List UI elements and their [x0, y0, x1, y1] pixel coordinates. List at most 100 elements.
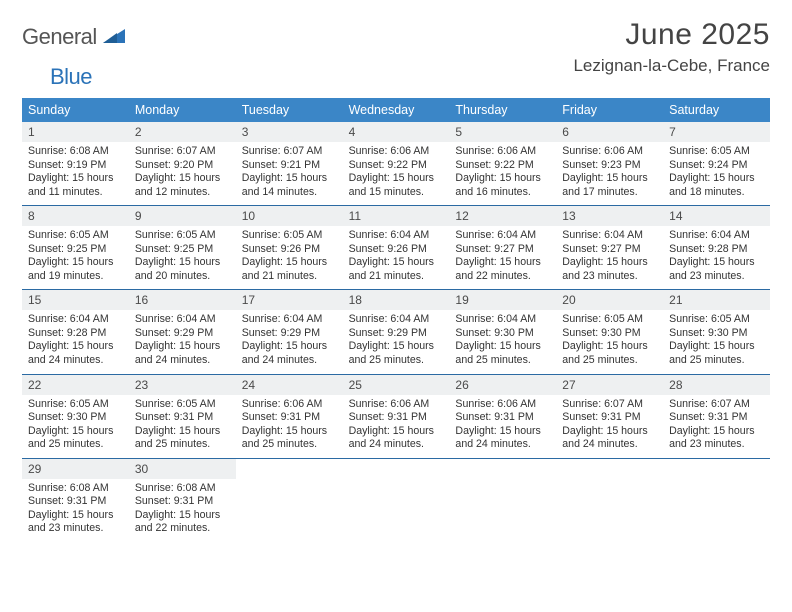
day-details: Sunrise: 6:07 AMSunset: 9:31 PMDaylight:… — [663, 398, 770, 452]
week-row: 22 Sunrise: 6:05 AMSunset: 9:30 PMDayligh… — [22, 375, 770, 459]
day-number: 19 — [449, 290, 556, 310]
week-row: 29Sunrise: 6:08 AMSunset: 9:31 PMDayligh… — [22, 459, 770, 542]
day-details: Sunrise: 6:04 AMSunset: 9:29 PMDaylight:… — [129, 313, 236, 367]
day-cell — [663, 459, 770, 542]
day-cell: 10 Sunrise: 6:05 AMSunset: 9:26 PMDayligh… — [236, 206, 343, 289]
day-details: Sunrise: 6:05 AMSunset: 9:25 PMDaylight:… — [22, 229, 129, 283]
day-details: Sunrise: 6:05 AMSunset: 9:30 PMDaylight:… — [663, 313, 770, 367]
day-details: Sunrise: 6:06 AMSunset: 9:22 PMDaylight:… — [343, 145, 450, 199]
day-details: Sunrise: 6:08 AMSunset: 9:31 PMDaylight:… — [129, 482, 236, 536]
day-number: 30 — [129, 459, 236, 479]
week-row: 8Sunrise: 6:05 AMSunset: 9:25 PMDaylight… — [22, 206, 770, 290]
day-details: Sunrise: 6:05 AMSunset: 9:24 PMDaylight:… — [663, 145, 770, 199]
weekday-monday: Monday — [129, 98, 236, 122]
location: Lezignan-la-Cebe, France — [573, 56, 770, 76]
calendar: Sunday Monday Tuesday Wednesday Thursday… — [22, 98, 770, 542]
day-cell: 11 Sunrise: 6:04 AMSunset: 9:26 PMDayligh… — [343, 206, 450, 289]
day-cell — [556, 459, 663, 542]
day-details: Sunrise: 6:05 AMSunset: 9:30 PMDaylight:… — [556, 313, 663, 367]
day-number: 22 — [22, 375, 129, 395]
month-title: June 2025 — [573, 18, 770, 52]
day-number: 27 — [556, 375, 663, 395]
day-cell: 19 Sunrise: 6:04 AMSunset: 9:30 PMDayligh… — [449, 290, 556, 373]
weekday-saturday: Saturday — [663, 98, 770, 122]
day-cell: 27 Sunrise: 6:07 AMSunset: 9:31 PMDayligh… — [556, 375, 663, 458]
day-cell: 30 Sunrise: 6:08 AMSunset: 9:31 PMDayligh… — [129, 459, 236, 542]
logo: General — [22, 18, 127, 50]
day-details: Sunrise: 6:06 AMSunset: 9:23 PMDaylight:… — [556, 145, 663, 199]
day-number: 13 — [556, 206, 663, 226]
day-details: Sunrise: 6:04 AMSunset: 9:29 PMDaylight:… — [343, 313, 450, 367]
day-number: 23 — [129, 375, 236, 395]
day-number: 5 — [449, 122, 556, 142]
day-cell: 2 Sunrise: 6:07 AMSunset: 9:20 PMDaylight… — [129, 122, 236, 205]
day-number: 21 — [663, 290, 770, 310]
day-cell: 29 Sunrise: 6:08 AMSunset: 9:31 PMDayligh… — [22, 459, 129, 542]
day-details: Sunrise: 6:04 AMSunset: 9:30 PMDaylight:… — [449, 313, 556, 367]
day-details: Sunrise: 6:05 AMSunset: 9:26 PMDaylight:… — [236, 229, 343, 283]
day-number: 1 — [22, 122, 129, 142]
day-cell: 15 Sunrise: 6:04 AMSunset: 9:28 PMDayligh… — [22, 290, 129, 373]
day-details: Sunrise: 6:07 AMSunset: 9:20 PMDaylight:… — [129, 145, 236, 199]
day-number: 9 — [129, 206, 236, 226]
day-cell — [236, 459, 343, 542]
weekday-sunday: Sunday — [22, 98, 129, 122]
day-number: 12 — [449, 206, 556, 226]
day-cell: 9 Sunrise: 6:05 AMSunset: 9:25 PMDaylight… — [129, 206, 236, 289]
day-cell: 25 Sunrise: 6:06 AMSunset: 9:31 PMDayligh… — [343, 375, 450, 458]
day-number: 26 — [449, 375, 556, 395]
day-number: 24 — [236, 375, 343, 395]
day-number: 4 — [343, 122, 450, 142]
day-number: 7 — [663, 122, 770, 142]
weekday-thursday: Thursday — [449, 98, 556, 122]
day-number: 20 — [556, 290, 663, 310]
weekday-tuesday: Tuesday — [236, 98, 343, 122]
day-number: 29 — [22, 459, 129, 479]
day-cell: 23 Sunrise: 6:05 AMSunset: 9:31 PMDayligh… — [129, 375, 236, 458]
day-number: 2 — [129, 122, 236, 142]
day-cell: 4 Sunrise: 6:06 AMSunset: 9:22 PMDaylight… — [343, 122, 450, 205]
day-details: Sunrise: 6:06 AMSunset: 9:31 PMDaylight:… — [449, 398, 556, 452]
day-details: Sunrise: 6:05 AMSunset: 9:25 PMDaylight:… — [129, 229, 236, 283]
day-details: Sunrise: 6:08 AMSunset: 9:31 PMDaylight:… — [22, 482, 129, 536]
day-number: 10 — [236, 206, 343, 226]
day-details: Sunrise: 6:06 AMSunset: 9:31 PMDaylight:… — [236, 398, 343, 452]
day-cell: 28 Sunrise: 6:07 AMSunset: 9:31 PMDayligh… — [663, 375, 770, 458]
day-details: Sunrise: 6:04 AMSunset: 9:29 PMDaylight:… — [236, 313, 343, 367]
day-cell: 24 Sunrise: 6:06 AMSunset: 9:31 PMDayligh… — [236, 375, 343, 458]
day-number: 25 — [343, 375, 450, 395]
day-details: Sunrise: 6:08 AMSunset: 9:19 PMDaylight:… — [22, 145, 129, 199]
day-cell: 12Sunrise: 6:04 AMSunset: 9:27 PMDayligh… — [449, 206, 556, 289]
day-details: Sunrise: 6:07 AMSunset: 9:31 PMDaylight:… — [556, 398, 663, 452]
day-cell: 21 Sunrise: 6:05 AMSunset: 9:30 PMDayligh… — [663, 290, 770, 373]
day-cell: 5Sunrise: 6:06 AMSunset: 9:22 PMDaylight… — [449, 122, 556, 205]
day-cell: 1 Sunrise: 6:08 AMSunset: 9:19 PMDaylight… — [22, 122, 129, 205]
day-cell: 14Sunrise: 6:04 AMSunset: 9:28 PMDayligh… — [663, 206, 770, 289]
day-number: 15 — [22, 290, 129, 310]
day-number: 28 — [663, 375, 770, 395]
day-details: Sunrise: 6:06 AMSunset: 9:31 PMDaylight:… — [343, 398, 450, 452]
day-details: Sunrise: 6:05 AMSunset: 9:30 PMDaylight:… — [22, 398, 129, 452]
day-cell: 22 Sunrise: 6:05 AMSunset: 9:30 PMDayligh… — [22, 375, 129, 458]
day-cell: 26 Sunrise: 6:06 AMSunset: 9:31 PMDayligh… — [449, 375, 556, 458]
day-details: Sunrise: 6:04 AMSunset: 9:27 PMDaylight:… — [556, 229, 663, 283]
day-details: Sunrise: 6:04 AMSunset: 9:28 PMDaylight:… — [663, 229, 770, 283]
day-cell: 13 Sunrise: 6:04 AMSunset: 9:27 PMDayligh… — [556, 206, 663, 289]
day-number: 3 — [236, 122, 343, 142]
day-details: Sunrise: 6:04 AMSunset: 9:28 PMDaylight:… — [22, 313, 129, 367]
day-number: 18 — [343, 290, 450, 310]
day-cell — [343, 459, 450, 542]
title-block: June 2025 Lezignan-la-Cebe, France — [573, 18, 770, 76]
day-details: Sunrise: 6:05 AMSunset: 9:31 PMDaylight:… — [129, 398, 236, 452]
day-cell: 6 Sunrise: 6:06 AMSunset: 9:23 PMDaylight… — [556, 122, 663, 205]
logo-word-general: General — [22, 24, 97, 50]
day-number: 17 — [236, 290, 343, 310]
day-number: 11 — [343, 206, 450, 226]
day-details: Sunrise: 6:04 AMSunset: 9:26 PMDaylight:… — [343, 229, 450, 283]
week-row: 1 Sunrise: 6:08 AMSunset: 9:19 PMDaylight… — [22, 122, 770, 206]
day-number: 6 — [556, 122, 663, 142]
weeks-container: 1 Sunrise: 6:08 AMSunset: 9:19 PMDaylight… — [22, 122, 770, 542]
day-cell: 7 Sunrise: 6:05 AMSunset: 9:24 PMDaylight… — [663, 122, 770, 205]
day-cell: 3 Sunrise: 6:07 AMSunset: 9:21 PMDaylight… — [236, 122, 343, 205]
day-details: Sunrise: 6:07 AMSunset: 9:21 PMDaylight:… — [236, 145, 343, 199]
